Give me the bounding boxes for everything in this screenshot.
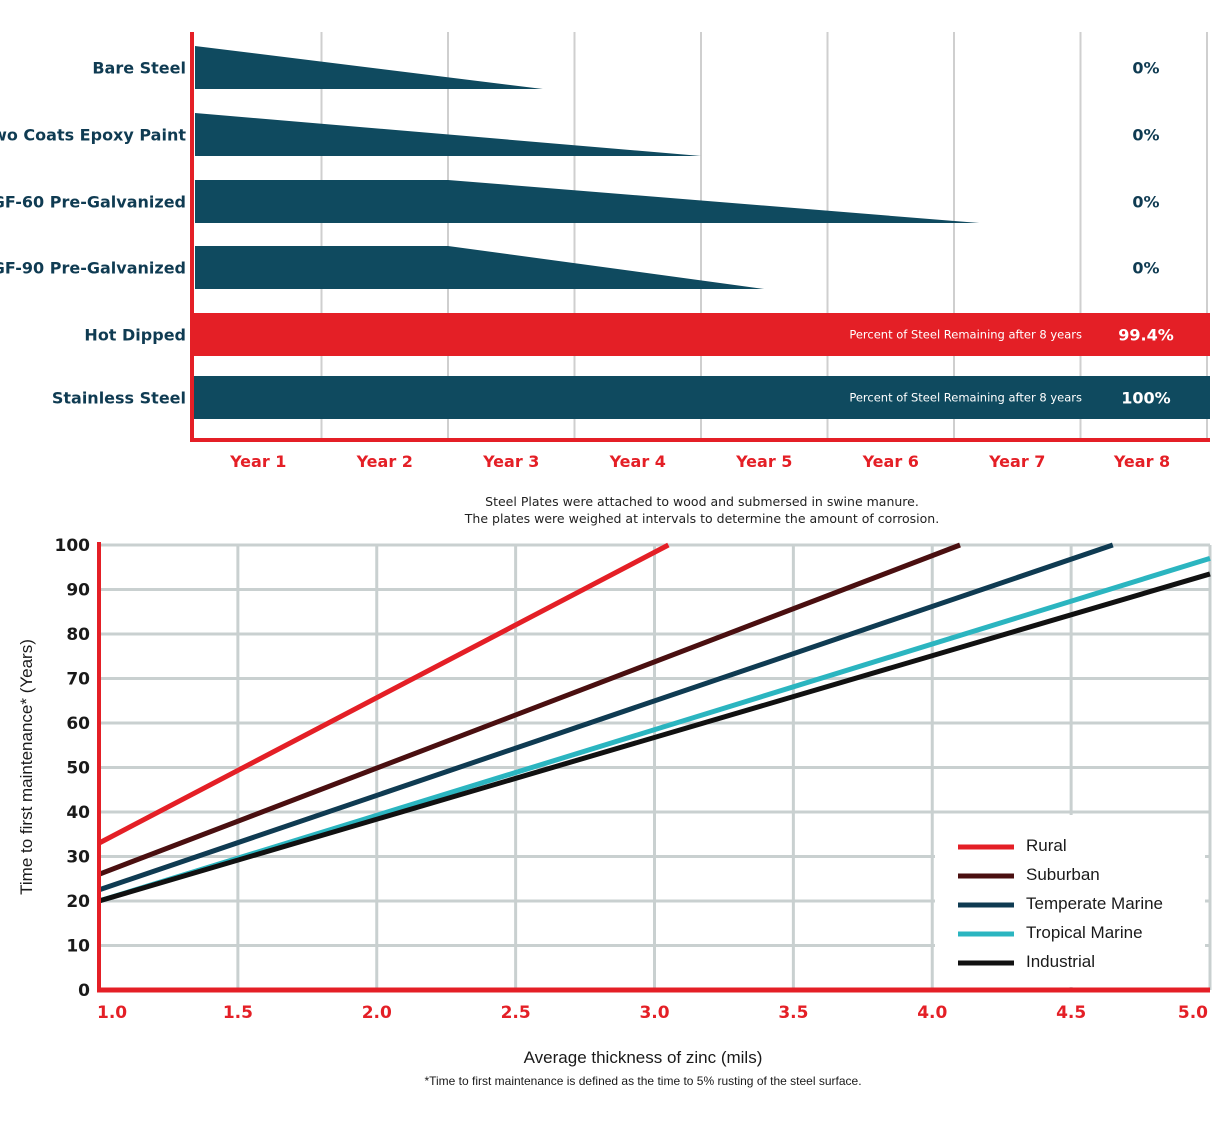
legend-label-suburban: Suburban: [1026, 865, 1100, 884]
x-tick-label: 1.0: [97, 1003, 127, 1023]
remaining-note-hot-dipped: Percent of Steel Remaining after 8 years: [849, 328, 1082, 342]
x-tick-label: Year 1: [229, 452, 286, 471]
bar-gf-90-pre-galvanized: [195, 246, 765, 289]
x-tick-label: Year 2: [356, 452, 413, 471]
y-tick-label: 50: [66, 759, 90, 779]
series-line-rural: [97, 542, 670, 846]
x-tick-label: 3.0: [639, 1003, 669, 1023]
y-tick-label: 40: [66, 803, 90, 823]
category-label-gf-90-pre-galvanized: GF-90 Pre-Galvanized: [0, 259, 186, 278]
x-tick-label: Year 3: [482, 452, 539, 471]
x-tick-label: Year 4: [609, 452, 666, 471]
y-tick-label: 90: [66, 581, 90, 601]
series-line-temperate-marine: [98, 542, 1114, 893]
bar-bare-steel: [195, 46, 543, 89]
category-label-gf-60-pre-galvanized: GF-60 Pre-Galvanized: [0, 193, 186, 212]
x-tick-label: 4.0: [917, 1003, 947, 1023]
x-tick-label: Year 7: [988, 452, 1045, 471]
remaining-value-hot-dipped: 99.4%: [1118, 326, 1174, 345]
x-tick-label: 2.0: [362, 1003, 392, 1023]
y-tick-label: 0: [78, 981, 90, 1001]
remaining-value-bare-steel: 0%: [1132, 59, 1159, 78]
legend-box: [935, 815, 1205, 987]
series-line-suburban: [98, 542, 961, 877]
remaining-note-stainless-steel: Percent of Steel Remaining after 8 years: [849, 391, 1082, 405]
x-tick-label: 2.5: [501, 1003, 531, 1023]
legend-label-temperate-marine: Temperate Marine: [1026, 894, 1163, 913]
category-label-stainless-steel: Stainless Steel: [52, 389, 186, 408]
category-label-two-coats-epoxy-paint: Two Coats Epoxy Paint: [0, 126, 186, 145]
x-axis-title: Average thickness of zinc (mils): [524, 1048, 763, 1067]
remaining-value-two-coats-epoxy-paint: 0%: [1132, 126, 1159, 145]
chart-caption-line-2: The plates were weighed at intervals to …: [464, 511, 939, 526]
legend-label-tropical-marine: Tropical Marine: [1026, 923, 1143, 942]
chart-footnote: *Time to first maintenance is defined as…: [424, 1074, 861, 1088]
y-tick-label: 10: [66, 937, 90, 957]
x-tick-label: Year 6: [862, 452, 919, 471]
x-tick-label: 1.5: [223, 1003, 253, 1023]
y-tick-label: 30: [66, 848, 90, 868]
y-tick-label: 20: [66, 892, 90, 912]
y-axis-title: Time to first maintenance* (Years): [17, 639, 36, 895]
legend-label-industrial: Industrial: [1026, 952, 1095, 971]
category-label-bare-steel: Bare Steel: [92, 59, 186, 78]
y-tick-label: 70: [66, 670, 90, 690]
remaining-value-stainless-steel: 100%: [1121, 389, 1170, 408]
x-tick-label: Year 5: [735, 452, 792, 471]
y-tick-label: 80: [66, 625, 90, 645]
series-line-industrial: [98, 571, 1211, 904]
bar-gf-60-pre-galvanized: [195, 180, 980, 223]
y-tick-label: 60: [66, 714, 90, 734]
chart-caption-line-1: Steel Plates were attached to wood and s…: [485, 494, 919, 509]
corrosion-bar-chart: 0% Bare Steel 0% Two Coats Epoxy Paint 0% GF-…: [0, 32, 1210, 526]
x-tick-label: 4.5: [1056, 1003, 1086, 1023]
bar-two-coats-epoxy-paint: [195, 113, 701, 156]
remaining-value-gf-90-pre-galvanized: 0%: [1132, 259, 1159, 278]
category-label-hot-dipped: Hot Dipped: [84, 326, 186, 345]
bar-stainless-steel: [194, 376, 1210, 419]
x-tick-label: 3.5: [778, 1003, 808, 1023]
y-tick-label: 100: [55, 536, 91, 556]
x-tick-label: 5.0: [1178, 1003, 1208, 1023]
remaining-value-gf-60-pre-galvanized: 0%: [1132, 193, 1159, 212]
x-tick-label: Year 8: [1113, 452, 1170, 471]
bar-hot-dipped: [194, 313, 1210, 356]
legend-label-rural: Rural: [1026, 836, 1067, 855]
